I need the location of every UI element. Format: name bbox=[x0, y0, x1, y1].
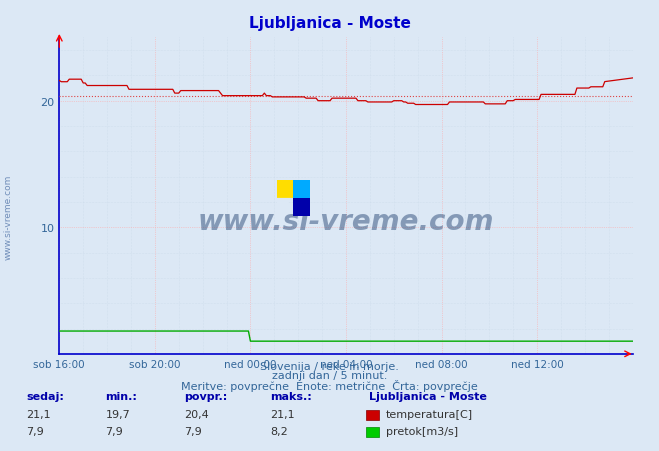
Bar bbox=[293, 198, 310, 216]
Text: 7,9: 7,9 bbox=[185, 426, 202, 436]
Text: Slovenija / reke in morje.: Slovenija / reke in morje. bbox=[260, 361, 399, 371]
Text: temperatura[C]: temperatura[C] bbox=[386, 409, 473, 419]
Bar bbox=[277, 180, 293, 198]
Text: Ljubljanica - Moste: Ljubljanica - Moste bbox=[369, 391, 487, 401]
Polygon shape bbox=[277, 198, 293, 216]
Text: povpr.:: povpr.: bbox=[185, 391, 228, 401]
Text: 20,4: 20,4 bbox=[185, 409, 210, 419]
Text: www.si-vreme.com: www.si-vreme.com bbox=[198, 207, 494, 235]
Text: 8,2: 8,2 bbox=[270, 426, 288, 436]
Text: pretok[m3/s]: pretok[m3/s] bbox=[386, 426, 457, 436]
Bar bbox=[293, 180, 310, 198]
Text: 21,1: 21,1 bbox=[270, 409, 295, 419]
Text: maks.:: maks.: bbox=[270, 391, 312, 401]
Text: 7,9: 7,9 bbox=[26, 426, 44, 436]
Text: Ljubljanica - Moste: Ljubljanica - Moste bbox=[248, 16, 411, 31]
Text: zadnji dan / 5 minut.: zadnji dan / 5 minut. bbox=[272, 370, 387, 380]
Text: www.si-vreme.com: www.si-vreme.com bbox=[3, 174, 13, 259]
Text: sedaj:: sedaj: bbox=[26, 391, 64, 401]
Text: min.:: min.: bbox=[105, 391, 137, 401]
Text: 19,7: 19,7 bbox=[105, 409, 130, 419]
Text: 21,1: 21,1 bbox=[26, 409, 51, 419]
Text: Meritve: povprečne  Enote: metrične  Črta: povprečje: Meritve: povprečne Enote: metrične Črta:… bbox=[181, 379, 478, 391]
Text: 7,9: 7,9 bbox=[105, 426, 123, 436]
